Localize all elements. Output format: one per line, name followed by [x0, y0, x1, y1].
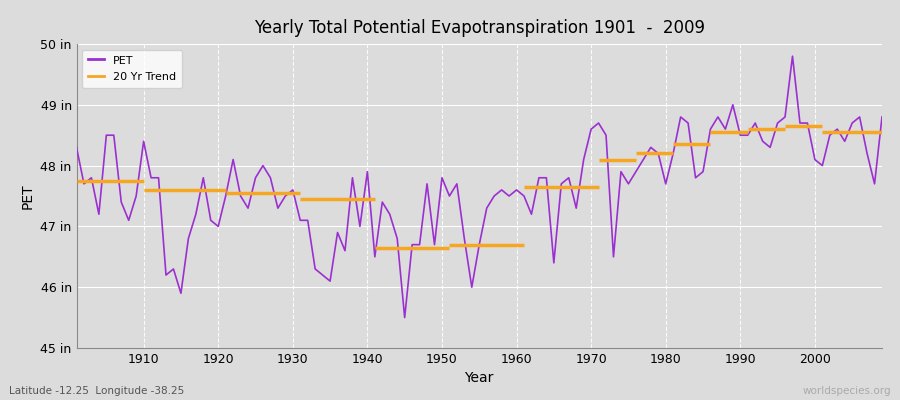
- Text: Latitude -12.25  Longitude -38.25: Latitude -12.25 Longitude -38.25: [9, 386, 184, 396]
- Title: Yearly Total Potential Evapotranspiration 1901  -  2009: Yearly Total Potential Evapotranspiratio…: [254, 19, 705, 37]
- Legend: PET, 20 Yr Trend: PET, 20 Yr Trend: [82, 50, 182, 88]
- Y-axis label: PET: PET: [21, 183, 35, 209]
- Text: worldspecies.org: worldspecies.org: [803, 386, 891, 396]
- X-axis label: Year: Year: [464, 372, 494, 386]
